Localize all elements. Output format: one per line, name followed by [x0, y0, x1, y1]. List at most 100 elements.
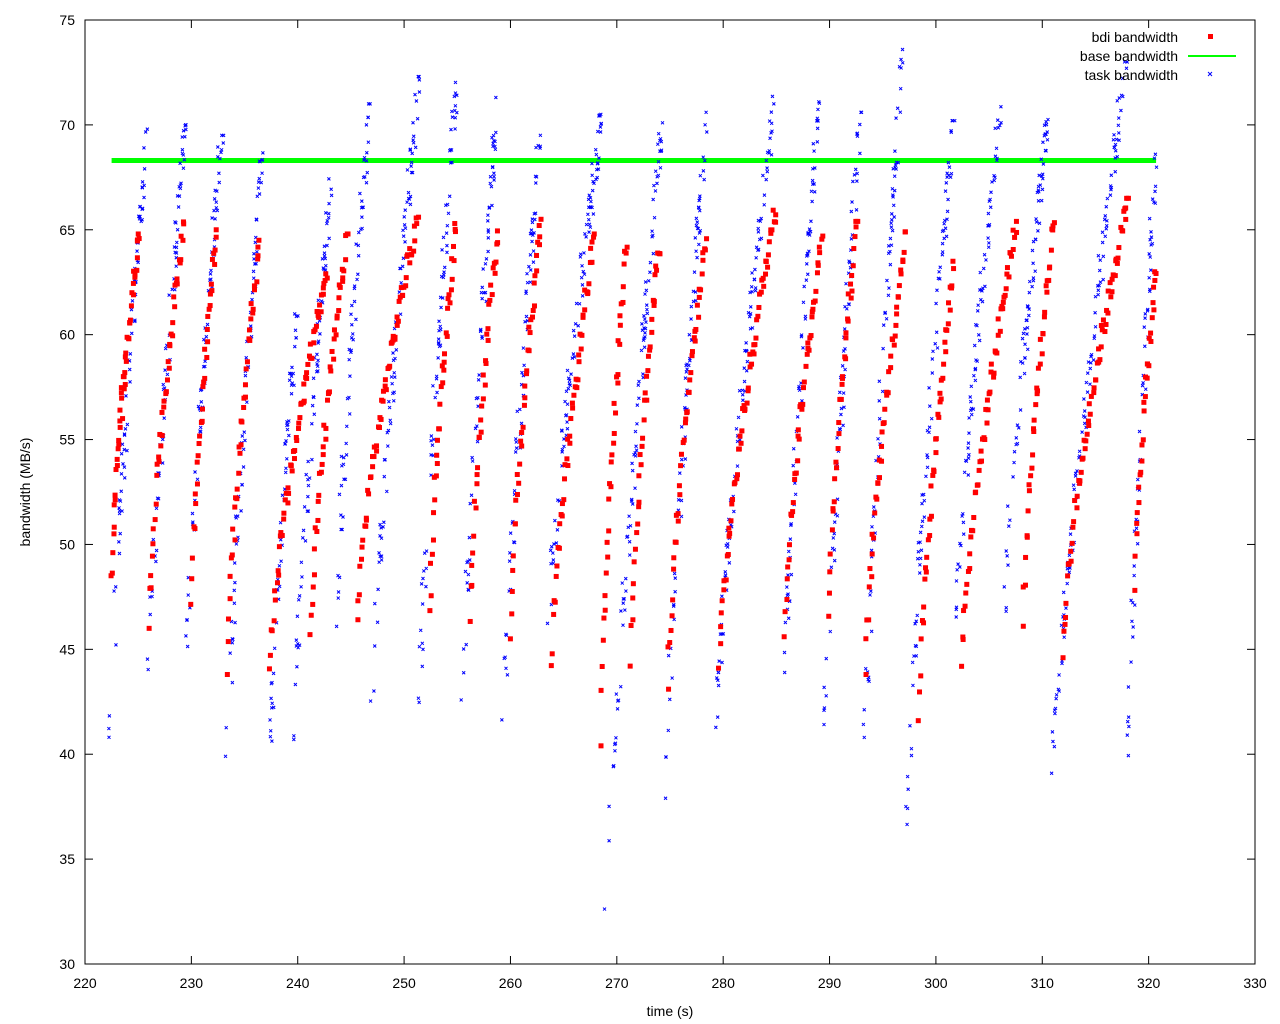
task-bandwidth-point	[415, 116, 420, 121]
task-bandwidth-point	[966, 456, 971, 460]
bdi-bandwidth-point	[178, 233, 184, 239]
bdi-bandwidth-point	[784, 576, 790, 582]
bdi-bandwidth-point	[866, 617, 872, 623]
task-bandwidth-point	[487, 206, 492, 210]
task-bandwidth-point	[294, 336, 298, 340]
task-bandwidth-point	[716, 683, 721, 688]
task-bandwidth-point	[401, 234, 406, 238]
task-bandwidth-point	[655, 174, 660, 179]
task-bandwidth-point	[655, 181, 659, 186]
bdi-bandwidth-point	[181, 221, 187, 227]
bdi-bandwidth-point	[761, 283, 767, 289]
bdi-bandwidth-point	[765, 264, 771, 270]
bdi-bandwidth-point	[1026, 482, 1032, 488]
bdi-bandwidth-point	[804, 351, 810, 357]
task-bandwidth-point	[915, 613, 920, 618]
bdi-bandwidth-point	[898, 267, 904, 273]
task-bandwidth-point	[1006, 524, 1011, 528]
task-bandwidth-point	[334, 624, 339, 629]
task-bandwidth-point	[125, 422, 130, 427]
task-bandwidth-point	[232, 561, 237, 565]
task-bandwidth-point	[292, 312, 297, 316]
bdi-bandwidth-point	[416, 214, 422, 220]
bdi-bandwidth-point	[115, 446, 121, 452]
bdi-bandwidth-point	[1151, 307, 1157, 313]
bdi-bandwidth-point	[359, 544, 365, 550]
bdi-bandwidth-point	[492, 270, 498, 276]
bdi-bandwidth-point	[134, 267, 140, 273]
bdi-bandwidth-point	[448, 287, 454, 293]
bdi-bandwidth-point	[452, 229, 458, 235]
task-bandwidth-point	[407, 197, 412, 201]
task-bandwidth-point	[972, 373, 976, 378]
bdi-bandwidth-point	[127, 320, 133, 326]
task-bandwidth-point	[453, 115, 458, 120]
task-bandwidth-point	[284, 439, 288, 443]
bdi-bandwidth-point	[1063, 600, 1069, 606]
task-bandwidth-point	[259, 180, 264, 185]
bdi-bandwidth-point	[608, 459, 614, 465]
bdi-bandwidth-point	[1014, 229, 1020, 235]
bdi-bandwidth-point	[329, 348, 335, 354]
bdi-bandwidth-point	[116, 437, 122, 443]
task-bandwidth-point	[1140, 383, 1145, 388]
bdi-bandwidth-point	[813, 288, 819, 294]
task-bandwidth-point	[183, 123, 188, 127]
bdi-bandwidth-point	[885, 390, 891, 396]
task-bandwidth-point	[837, 390, 842, 395]
task-bandwidth-point	[269, 681, 274, 686]
bdi-bandwidth-point	[890, 337, 896, 343]
task-bandwidth-point	[140, 180, 145, 184]
bdi-bandwidth-point	[935, 411, 941, 417]
task-bandwidth-point	[1092, 334, 1097, 338]
task-bandwidth-point	[255, 249, 259, 254]
bdi-bandwidth-point	[116, 441, 122, 447]
bdi-bandwidth-point	[1000, 299, 1006, 305]
task-bandwidth-point	[304, 472, 309, 477]
task-bandwidth-point	[442, 265, 447, 270]
task-bandwidth-point	[214, 205, 219, 210]
legend-marker-bdi-bandwidth	[1208, 34, 1213, 39]
task-bandwidth-point	[584, 235, 588, 239]
bdi-bandwidth-point	[474, 472, 480, 478]
task-bandwidth-point	[327, 236, 332, 241]
task-bandwidth-point	[736, 415, 741, 420]
task-bandwidth-point	[598, 112, 603, 117]
task-bandwidth-point	[1108, 184, 1113, 188]
task-bandwidth-point	[176, 205, 181, 209]
bdi-bandwidth-point	[1024, 534, 1030, 540]
task-bandwidth-point	[386, 428, 391, 433]
task-bandwidth-point	[599, 121, 604, 126]
bdi-bandwidth-point	[810, 306, 816, 312]
task-bandwidth-point	[119, 451, 124, 456]
bdi-bandwidth-point	[1105, 288, 1111, 294]
task-bandwidth-point	[343, 477, 348, 482]
task-bandwidth-point	[1075, 469, 1079, 473]
bdi-bandwidth-point	[251, 283, 257, 289]
bdi-bandwidth-point	[921, 620, 927, 626]
task-bandwidth-point	[747, 314, 752, 319]
task-bandwidth-point	[1126, 715, 1131, 719]
task-bandwidth-point	[572, 355, 577, 359]
task-bandwidth-point	[698, 194, 702, 198]
bdi-bandwidth-point	[239, 419, 245, 425]
bdi-bandwidth-point	[534, 252, 540, 258]
task-bandwidth-point	[1081, 414, 1086, 418]
bdi-bandwidth-point	[559, 501, 565, 507]
task-bandwidth-point	[208, 278, 212, 282]
bdi-bandwidth-point	[753, 335, 759, 341]
bdi-bandwidth-point	[867, 566, 873, 572]
bdi-bandwidth-point	[475, 465, 481, 471]
task-bandwidth-point	[632, 452, 636, 457]
task-bandwidth-point	[832, 520, 837, 524]
task-bandwidth-point	[186, 593, 191, 597]
bdi-bandwidth-point	[623, 250, 629, 256]
bdi-bandwidth-point	[514, 491, 520, 497]
bdi-bandwidth-point	[598, 687, 604, 693]
task-bandwidth-point	[1072, 487, 1077, 492]
task-bandwidth-point	[644, 303, 649, 308]
bdi-bandwidth-point	[946, 300, 952, 306]
bdi-bandwidth-point	[355, 617, 361, 623]
bdi-bandwidth-point	[978, 448, 984, 454]
bdi-bandwidth-point	[510, 567, 516, 573]
